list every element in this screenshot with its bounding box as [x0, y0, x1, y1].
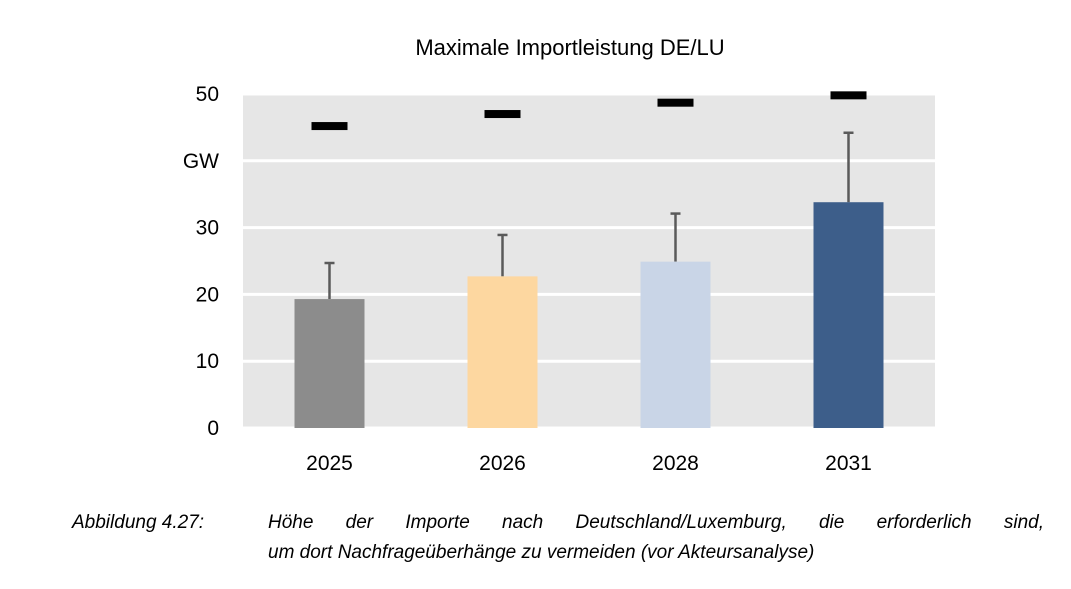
y-tick-label: 10	[196, 350, 219, 373]
caption-line-2: um dort Nachfrageüberhänge zu vermeiden …	[268, 542, 815, 563]
x-tick-label: 2025	[306, 452, 353, 475]
bar-chart: Maximale Importleistung DE/LU 0 10 20 30 GW 5…	[183, 35, 935, 475]
max-markers	[311, 91, 867, 131]
y-tick-label: GW	[183, 150, 219, 173]
caption-line-1: Höhe der Importe nach Deutschland/Luxemb…	[268, 512, 1044, 533]
bar	[640, 261, 711, 428]
max-marker	[311, 122, 348, 131]
x-tick-label: 2031	[825, 452, 872, 475]
y-tick-label: 20	[196, 283, 219, 306]
max-marker	[830, 91, 867, 100]
caption-label: Abbildung 4.27:	[72, 512, 205, 533]
caption-text: Höhe der Importe nach Deutschland/Luxemb…	[268, 508, 1044, 568]
y-tick-label: 0	[207, 417, 219, 440]
bar	[813, 202, 884, 428]
chart-title: Maximale Importleistung DE/LU	[415, 35, 724, 60]
bars	[294, 202, 884, 428]
error-bars	[324, 131, 854, 300]
y-axis-ticks: 0 10 20 30 GW 50	[183, 83, 219, 440]
x-axis-ticks: 2025 2026 2028 2031	[306, 452, 872, 475]
bar	[467, 276, 538, 428]
max-marker	[484, 110, 521, 119]
x-tick-label: 2028	[652, 452, 699, 475]
bar	[294, 299, 365, 428]
y-tick-label: 30	[196, 217, 219, 240]
max-marker	[657, 98, 694, 107]
y-tick-label: 50	[196, 83, 219, 106]
x-tick-label: 2026	[479, 452, 526, 475]
